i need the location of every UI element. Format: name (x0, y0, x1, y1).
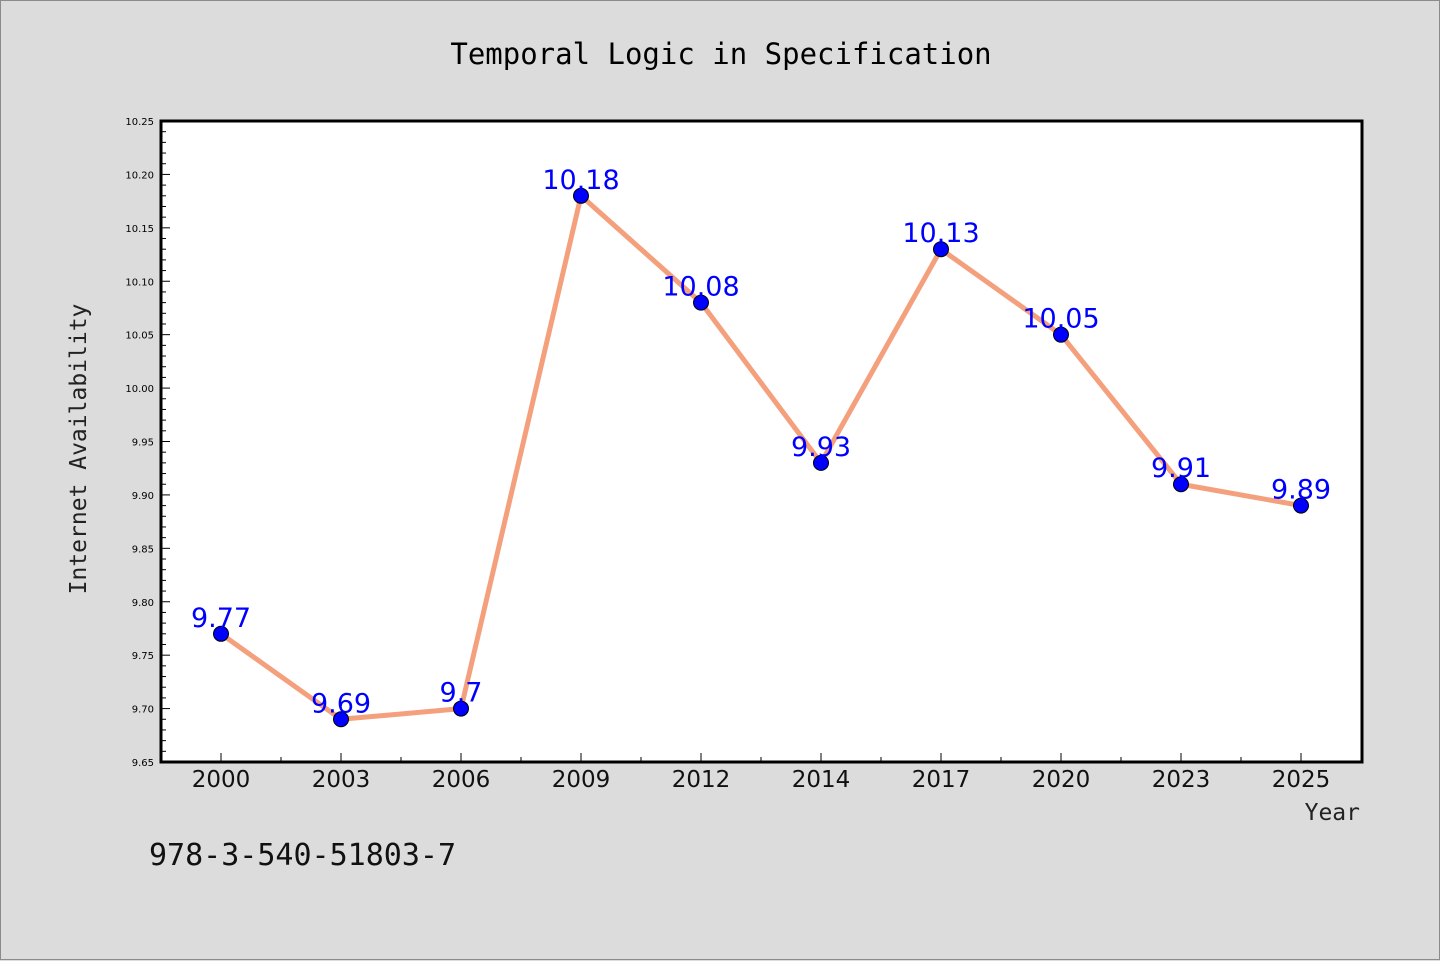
y-tick-label: 10.25 (125, 117, 154, 128)
data-point-2025 (1293, 497, 1309, 514)
data-label-2000: 9.77 (191, 603, 251, 634)
x-tick-label: 2003 (312, 767, 371, 793)
data-point-2003 (333, 711, 349, 728)
x-tick-label: 2017 (912, 767, 971, 793)
x-axis: 2000 2003 2006 2009 2012 2014 2017 2020 2023 2025 (160, 753, 1362, 793)
data-point-2012 (693, 294, 709, 311)
data-markers (213, 187, 1309, 728)
data-point-2009 (573, 187, 589, 204)
y-tick-label: 9.80 (132, 598, 154, 609)
x-axis-title: Year (1305, 800, 1360, 826)
x-tick-label: 2012 (672, 767, 731, 793)
y-tick-label: 10.10 (125, 277, 154, 288)
y-tick-label: 9.70 (132, 705, 154, 716)
isbn-text: 978-3-540-51803-7 (149, 838, 456, 873)
data-point-2014 (813, 454, 829, 471)
x-tick-label: 2009 (552, 767, 611, 793)
data-point-2020 (1053, 326, 1069, 343)
data-point-2023 (1173, 476, 1189, 493)
plot-area (161, 121, 1362, 762)
data-point-2017 (933, 241, 949, 258)
series-line (219, 193, 1302, 722)
x-tick-label: 2023 (1152, 767, 1211, 793)
y-tick-label: 9.90 (132, 491, 154, 502)
data-label-2006: 9.7 (440, 678, 483, 709)
x-tick-label: 2000 (192, 767, 251, 793)
data-label-2014: 9.93 (791, 432, 851, 463)
data-label-2023: 9.91 (1151, 453, 1211, 484)
y-tick-label: 10.05 (125, 331, 154, 342)
data-label-2020: 10.05 (1022, 304, 1099, 335)
data-label-2017: 10.13 (902, 218, 979, 249)
data-labels: 9.77 9.69 9.7 10.18 10.08 9.93 10.13 10.05 9.91 9… (191, 165, 1331, 719)
y-tick-label: 9.95 (132, 438, 154, 449)
x-tick-label: 2006 (432, 767, 491, 793)
data-point-2006 (453, 700, 469, 717)
x-tick-label: 2020 (1032, 767, 1091, 793)
x-tick-label: 2014 (792, 767, 851, 793)
data-label-2009: 10.18 (542, 165, 619, 196)
y-tick-label: 9.85 (132, 544, 154, 555)
data-label-2025: 9.89 (1271, 475, 1331, 506)
data-point-2000 (213, 625, 229, 642)
y-tick-label: 9.65 (132, 758, 154, 769)
plot-frame (159, 119, 1364, 764)
y-tick-label: 10.15 (125, 224, 154, 235)
y-tick-label: 10.20 (125, 170, 154, 181)
y-tick-label: 9.75 (132, 651, 154, 662)
y-axis-title: Internet Availability (66, 304, 92, 595)
data-label-2003: 9.69 (311, 688, 371, 719)
y-tick-label: 10.00 (125, 384, 154, 395)
data-label-2012: 10.08 (662, 272, 739, 303)
chart-title: Temporal Logic in Specification (450, 37, 991, 71)
x-tick-label: 2025 (1272, 767, 1331, 793)
